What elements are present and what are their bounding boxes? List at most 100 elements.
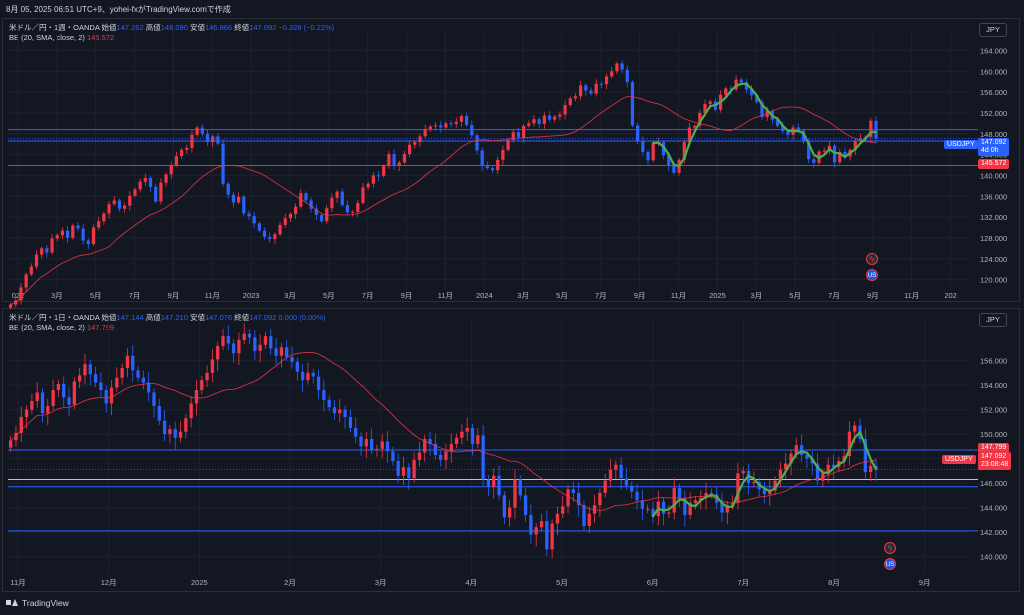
x-tick-label: 12月 bbox=[101, 578, 117, 587]
candle-body bbox=[439, 125, 443, 128]
candle-body bbox=[506, 140, 510, 150]
x-tick-label: 3月 bbox=[517, 291, 529, 300]
candle-body bbox=[553, 116, 557, 120]
candle-body bbox=[397, 162, 401, 167]
bb-value: 147.799 bbox=[86, 323, 115, 332]
candle-body bbox=[335, 191, 339, 198]
daily-ohlc-legend: 米ドル／円・1日・OANDA 始値147.144 高値147.210 安値147… bbox=[9, 312, 326, 323]
candle-body bbox=[269, 336, 273, 349]
candle-body bbox=[93, 374, 98, 383]
open-label: 始値 bbox=[101, 23, 117, 32]
candle-body bbox=[71, 225, 75, 238]
close-label: 終値 bbox=[234, 23, 250, 32]
candle-body bbox=[67, 397, 71, 405]
candle-body bbox=[376, 175, 381, 177]
candle-body bbox=[179, 149, 184, 157]
candle-body bbox=[117, 200, 122, 209]
footer-brand: TradingView bbox=[6, 598, 69, 608]
low-label: 安値 bbox=[189, 313, 205, 322]
candle-body bbox=[529, 514, 533, 535]
candle-body bbox=[385, 441, 390, 452]
candle-body bbox=[449, 443, 453, 452]
candle-body bbox=[545, 521, 549, 550]
candle-body bbox=[200, 127, 204, 134]
candle-body bbox=[439, 454, 443, 460]
high-label: 高値 bbox=[145, 313, 161, 322]
candle-body bbox=[428, 439, 432, 444]
currency-button[interactable]: JPY bbox=[979, 23, 1007, 37]
lightning-icon[interactable]: ϟ bbox=[866, 253, 878, 265]
candle-body bbox=[667, 512, 671, 514]
candle-body bbox=[869, 120, 873, 137]
candle-body bbox=[107, 204, 111, 214]
x-tick-label: 9月 bbox=[919, 578, 931, 587]
candle-body bbox=[65, 230, 70, 238]
candle-body bbox=[309, 200, 313, 209]
candle-body bbox=[24, 409, 29, 417]
candle-body bbox=[513, 479, 517, 508]
y-tick-label: 120.000 bbox=[980, 276, 1007, 285]
candle-body bbox=[667, 155, 671, 167]
candle-body bbox=[418, 136, 422, 143]
lightning-icon[interactable]: ϟ bbox=[884, 542, 896, 554]
us-flag-icon[interactable]: US bbox=[884, 558, 896, 570]
candle-body bbox=[773, 480, 777, 491]
x-tick-label: 4月 bbox=[465, 578, 477, 587]
candle-body bbox=[651, 508, 655, 517]
candle-body bbox=[831, 464, 836, 468]
candle-body bbox=[853, 425, 857, 432]
candle-body bbox=[348, 416, 353, 428]
candle-body bbox=[636, 125, 640, 142]
x-tick-label: 3月 bbox=[375, 578, 387, 587]
candle-body bbox=[50, 238, 54, 253]
candle-body bbox=[603, 480, 607, 493]
candle-body bbox=[99, 382, 103, 391]
candle-body bbox=[847, 431, 852, 457]
candle-body bbox=[148, 178, 153, 187]
candle-body bbox=[423, 129, 427, 137]
close-label: 終値 bbox=[234, 313, 250, 322]
candle-body bbox=[60, 230, 65, 236]
brand-name: TradingView bbox=[22, 598, 69, 608]
candle-body bbox=[366, 183, 370, 188]
candle-body bbox=[143, 178, 147, 182]
candle-body bbox=[40, 392, 45, 414]
candle-body bbox=[832, 145, 837, 163]
candle-body bbox=[392, 154, 396, 167]
candle-body bbox=[387, 154, 391, 167]
candle-body bbox=[76, 225, 80, 229]
candle-body bbox=[858, 138, 863, 142]
x-tick-label: 9月 bbox=[168, 291, 180, 300]
candle-body bbox=[838, 151, 842, 163]
candle-body bbox=[258, 344, 262, 351]
candle-body bbox=[29, 266, 33, 275]
candle-body bbox=[739, 79, 743, 83]
y-tick-label: 160.000 bbox=[980, 67, 1007, 76]
candle-body bbox=[133, 189, 137, 196]
y-tick-label: 142.000 bbox=[980, 528, 1007, 537]
candle-body bbox=[614, 464, 618, 470]
candle-body bbox=[433, 443, 437, 455]
open-value: 147.144 bbox=[116, 313, 144, 322]
candle-body bbox=[401, 467, 406, 476]
candle-body bbox=[147, 382, 151, 393]
candle-body bbox=[582, 505, 586, 526]
bb-value: 145.572 bbox=[86, 33, 115, 42]
candle-body bbox=[340, 191, 344, 206]
candle-body bbox=[88, 364, 92, 375]
candle-body bbox=[683, 497, 687, 515]
us-flag-icon[interactable]: US bbox=[866, 269, 878, 281]
candle-body bbox=[672, 166, 676, 173]
x-tick-label: 11月 bbox=[205, 291, 220, 300]
candle-body bbox=[516, 132, 521, 138]
currency-button[interactable]: JPY bbox=[979, 313, 1007, 327]
x-tick-label: 9月 bbox=[867, 291, 879, 300]
candle-body bbox=[577, 492, 581, 506]
candle-body bbox=[412, 459, 416, 479]
candle-body bbox=[279, 347, 284, 356]
high-label: 高値 bbox=[145, 23, 161, 32]
x-tick-label: 11月 bbox=[438, 291, 453, 300]
tradingview-logo-icon bbox=[6, 599, 18, 607]
candle-body bbox=[330, 197, 334, 209]
candle-body bbox=[566, 489, 570, 507]
